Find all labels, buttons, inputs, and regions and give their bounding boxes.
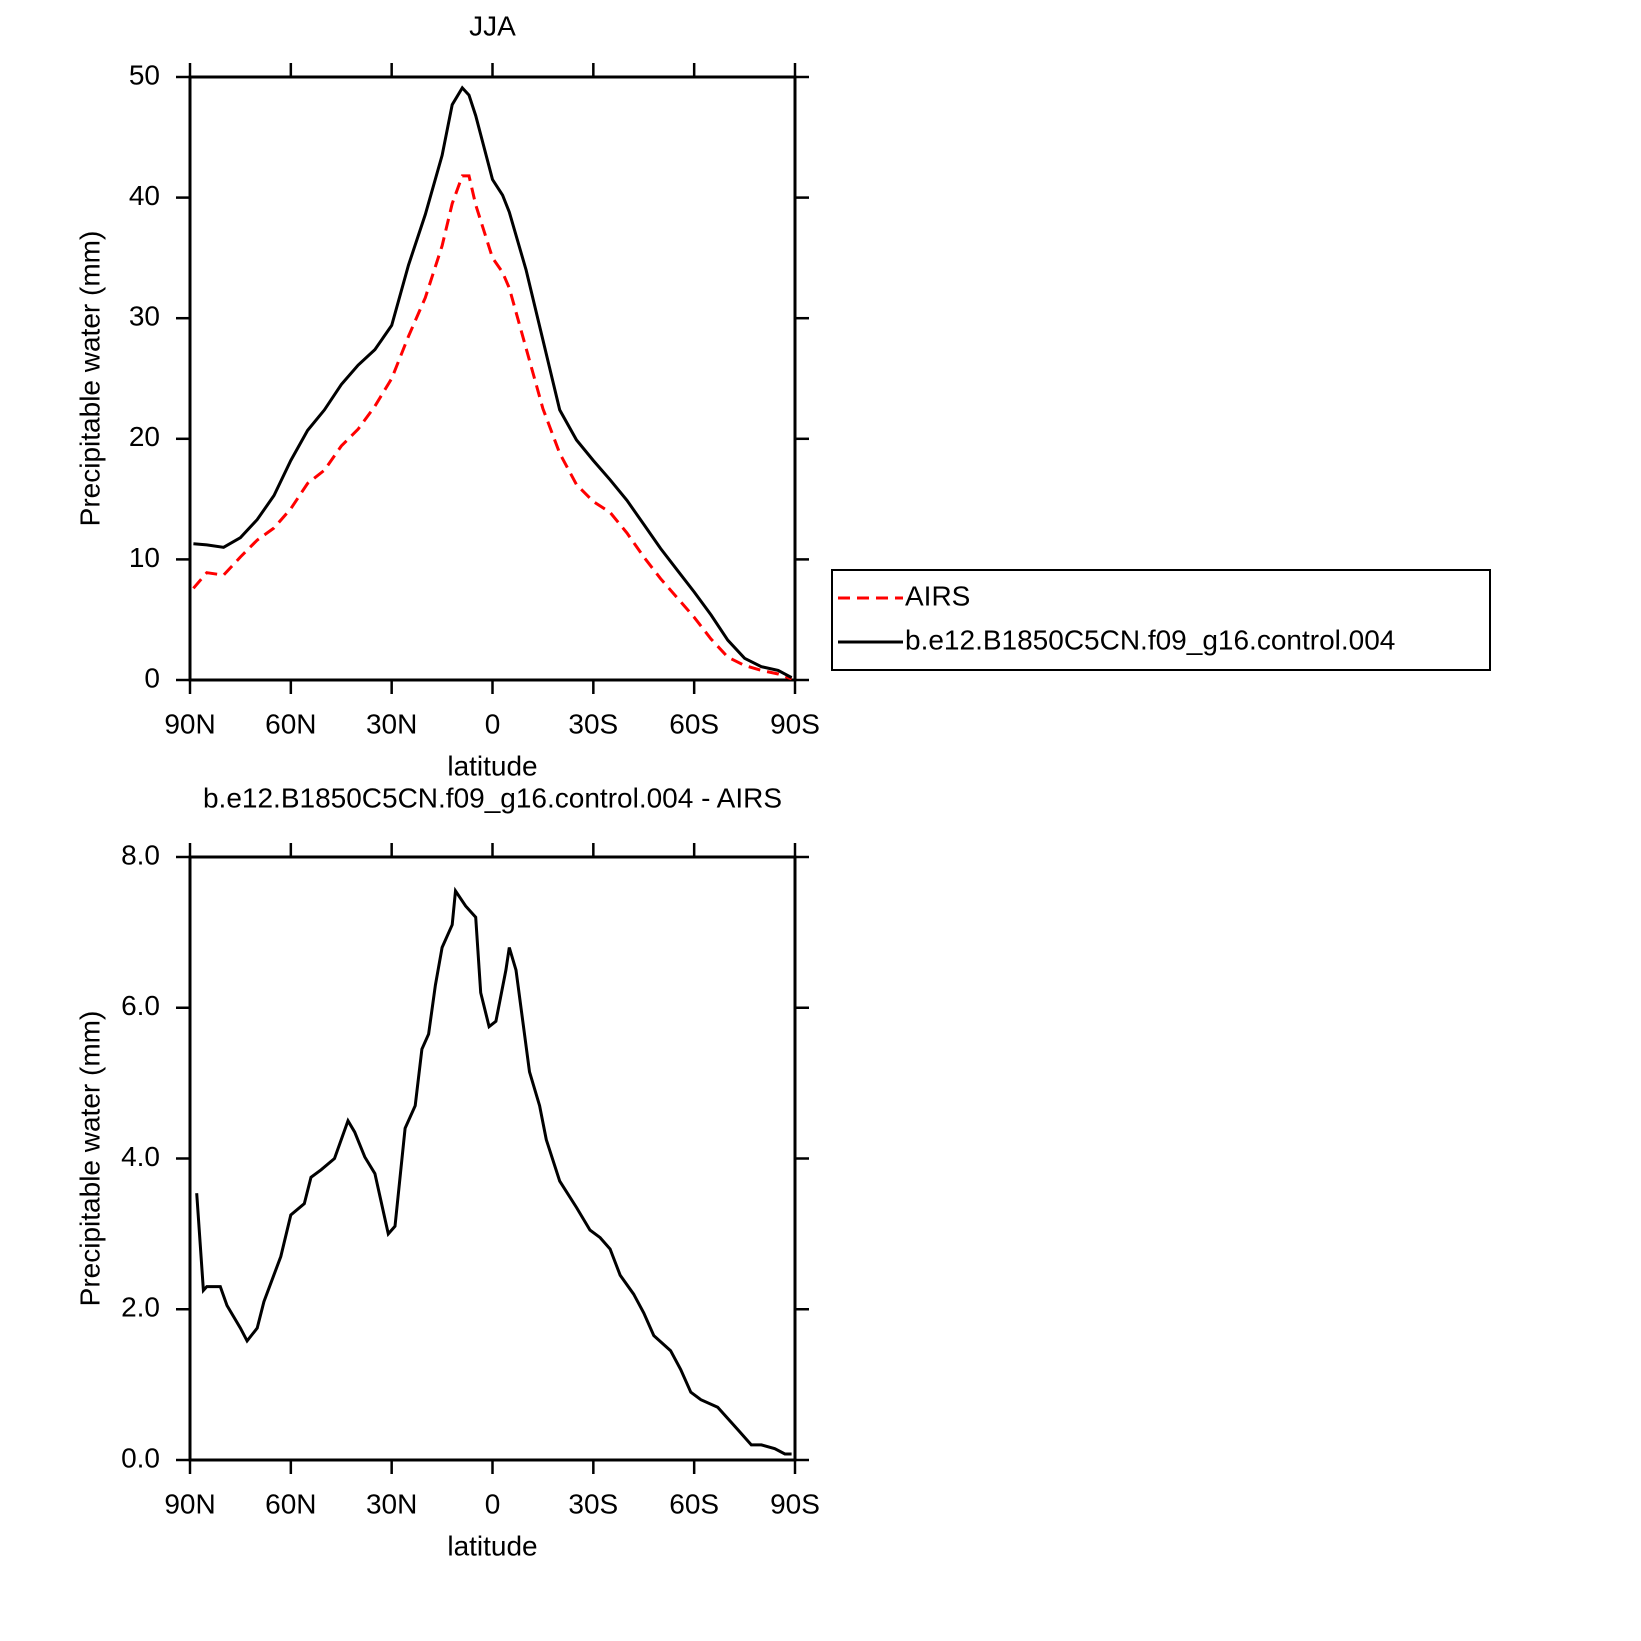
- y-tick-label: 4.0: [121, 1141, 160, 1172]
- y-tick-label: 40: [129, 180, 160, 211]
- x-tick-label: 0: [485, 1488, 501, 1519]
- plot-frame: [188, 855, 797, 1462]
- y-tick-label: 30: [129, 301, 160, 332]
- y-tick-label: 0: [144, 662, 160, 693]
- x-axis-label: latitude: [447, 1530, 537, 1561]
- x-tick-label: 60S: [669, 708, 719, 739]
- data-line: [193, 85, 793, 679]
- chart-title: b.e12.B1850C5CN.f09_g16.control.004 - AI…: [203, 782, 782, 813]
- y-axis-label: Precipitable water (mm): [74, 231, 105, 527]
- y-axis-label: Precipitable water (mm): [74, 1011, 105, 1307]
- x-tick-label: 90S: [770, 708, 820, 739]
- x-tick-label: 30N: [366, 708, 417, 739]
- y-tick-label: 10: [129, 542, 160, 573]
- x-tick-label: 30S: [568, 1488, 618, 1519]
- chart-title: JJA: [469, 10, 516, 41]
- y-tick-label: 20: [129, 421, 160, 452]
- legend-label: b.e12.B1850C5CN.f09_g16.control.004: [905, 624, 1395, 655]
- y-tick-label: 8.0: [121, 839, 160, 870]
- x-axis-label: latitude: [447, 750, 537, 781]
- x-tick-label: 30N: [366, 1488, 417, 1519]
- x-tick-label: 60N: [265, 708, 316, 739]
- data-line: [195, 886, 792, 1456]
- data-line: [192, 174, 793, 681]
- plot-frame: [188, 75, 797, 682]
- legend-label: AIRS: [905, 580, 970, 611]
- x-tick-label: 90N: [164, 1488, 215, 1519]
- y-tick-label: 0.0: [121, 1442, 160, 1473]
- y-tick-label: 50: [129, 59, 160, 90]
- y-tick-label: 6.0: [121, 990, 160, 1021]
- x-tick-label: 60N: [265, 1488, 316, 1519]
- x-tick-label: 60S: [669, 1488, 719, 1519]
- x-tick-label: 90S: [770, 1488, 820, 1519]
- x-tick-label: 30S: [568, 708, 618, 739]
- x-tick-label: 90N: [164, 708, 215, 739]
- legend-box: [831, 569, 1491, 671]
- x-tick-label: 0: [485, 708, 501, 739]
- y-tick-label: 2.0: [121, 1292, 160, 1323]
